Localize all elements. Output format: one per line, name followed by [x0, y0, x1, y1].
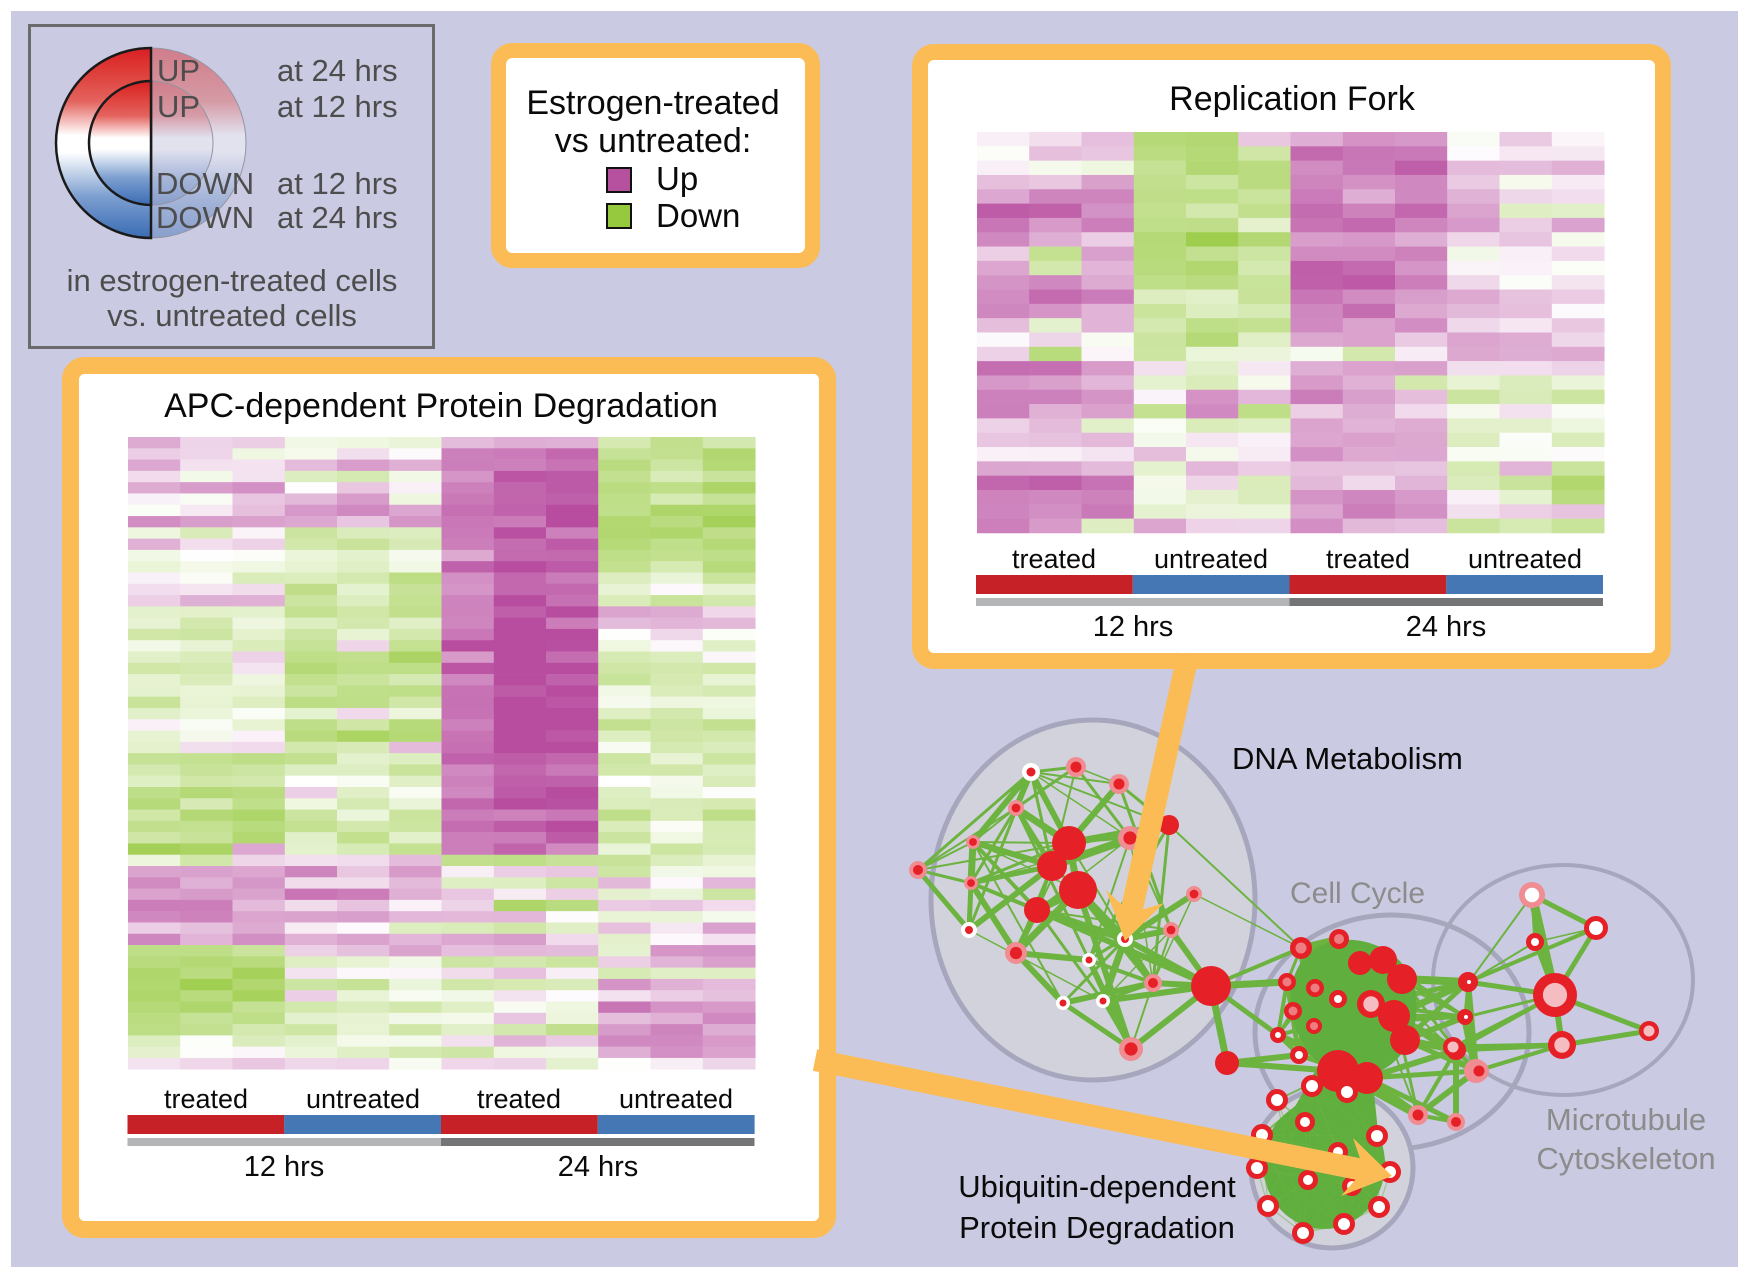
svg-text:vs. untreated cells: vs. untreated cells	[107, 298, 357, 333]
svg-text:12 hrs: 12 hrs	[244, 1151, 325, 1183]
svg-text:Up: Up	[656, 160, 698, 197]
svg-text:vs untreated:: vs untreated:	[555, 122, 752, 160]
svg-text:treated: treated	[477, 1084, 561, 1114]
svg-text:Ubiquitin-dependent: Ubiquitin-dependent	[958, 1169, 1236, 1204]
svg-text:Replication Fork: Replication Fork	[1169, 80, 1416, 118]
svg-text:untreated: untreated	[1154, 544, 1268, 574]
svg-text:untreated: untreated	[306, 1084, 420, 1114]
svg-text:treated: treated	[164, 1084, 248, 1114]
svg-text:Protein Degradation: Protein Degradation	[959, 1210, 1235, 1245]
svg-text:DOWN: DOWN	[156, 200, 254, 235]
svg-text:at 24 hrs: at 24 hrs	[277, 200, 398, 235]
svg-text:at 12 hrs: at 12 hrs	[277, 89, 398, 124]
svg-text:DNA Metabolism: DNA Metabolism	[1232, 741, 1463, 776]
svg-text:Cell Cycle: Cell Cycle	[1290, 877, 1425, 910]
svg-text:Estrogen-treated: Estrogen-treated	[526, 84, 779, 122]
svg-text:UP: UP	[157, 89, 200, 124]
svg-text:at 12 hrs: at 12 hrs	[277, 166, 398, 201]
svg-text:at 24 hrs: at 24 hrs	[277, 53, 398, 88]
svg-text:24 hrs: 24 hrs	[558, 1151, 639, 1183]
svg-text:treated: treated	[1326, 544, 1410, 574]
svg-text:UP: UP	[157, 53, 200, 88]
svg-text:Microtubule: Microtubule	[1546, 1102, 1706, 1137]
svg-text:treated: treated	[1012, 544, 1096, 574]
svg-text:APC-dependent Protein Degradat: APC-dependent Protein Degradation	[164, 387, 718, 425]
svg-text:untreated: untreated	[1468, 544, 1582, 574]
svg-text:24 hrs: 24 hrs	[1406, 611, 1487, 643]
svg-text:in estrogen-treated cells: in estrogen-treated cells	[67, 263, 398, 298]
svg-text:untreated: untreated	[619, 1084, 733, 1114]
svg-text:Down: Down	[656, 197, 740, 234]
svg-text:DOWN: DOWN	[156, 166, 254, 201]
svg-text:Cytoskeleton: Cytoskeleton	[1536, 1141, 1715, 1176]
svg-text:12 hrs: 12 hrs	[1093, 611, 1174, 643]
